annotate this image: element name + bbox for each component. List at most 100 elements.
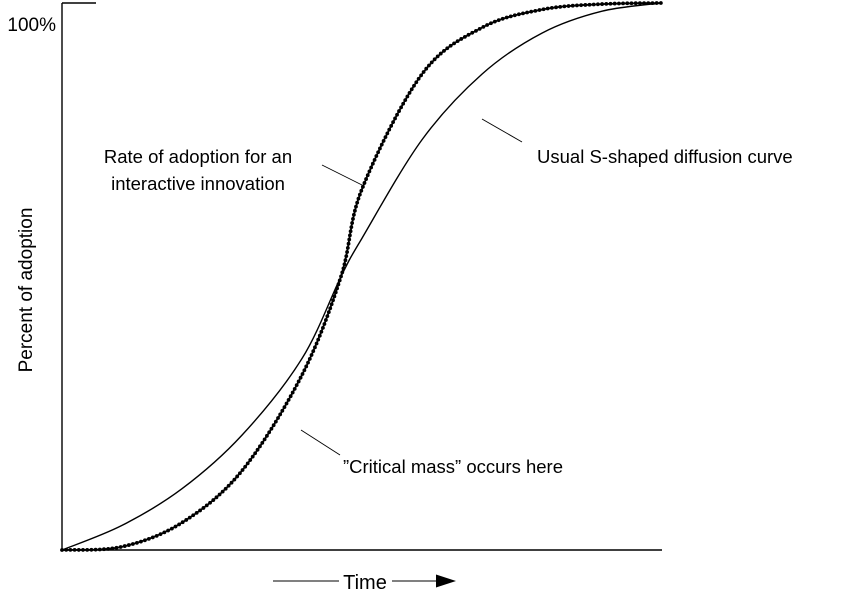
series-interactive-dot (629, 1, 634, 6)
series-interactive-dot (158, 532, 163, 537)
annotation-interactive-curve-leader (321, 164, 365, 187)
series-interactive-dot (374, 154, 379, 158)
series-interactive-dot (376, 150, 381, 155)
series-interactive-dot (389, 124, 394, 128)
series-interactive-dot (262, 437, 267, 442)
series-interactive-dot (616, 1, 621, 6)
series-interactive-dot (64, 547, 69, 552)
series-interactive-dot (512, 13, 517, 18)
series-interactive-dot (477, 26, 482, 31)
series-interactive-dot (154, 533, 159, 538)
series-interactive-dot (322, 322, 327, 326)
series-interactive-dot (587, 2, 592, 7)
series-interactive-dot (333, 290, 338, 295)
series-interactive-dot (329, 302, 334, 307)
series-interactive-dot (273, 419, 278, 424)
series-interactive-dot (260, 440, 265, 445)
annotation-usual-curve: Usual S-shaped diffusion curve (481, 118, 793, 167)
series-interactive-dot (269, 426, 274, 431)
series-interactive-dot (637, 1, 642, 6)
series-interactive-dot (191, 513, 196, 518)
series-interactive-dot (296, 379, 301, 384)
series-interactive-dot (470, 30, 475, 35)
series-interactive-dot (223, 486, 228, 491)
series-interactive-dot (126, 543, 131, 547)
series-interactive-dot (135, 540, 139, 545)
series-interactive-dot (345, 250, 349, 254)
series-interactive-dot (235, 474, 240, 479)
series-interactive-dot (306, 360, 310, 365)
series-interactive-dot (204, 503, 209, 508)
annotation-interactive-curve-text-line2: interactive innovation (111, 173, 285, 194)
series-interactive-dot (537, 8, 542, 12)
series-interactive-dot (650, 1, 655, 5)
series-interactive-dot (432, 57, 437, 62)
series-interactive-dot (474, 28, 478, 33)
series-interactive-dot (211, 498, 216, 502)
series-interactive-dot (452, 41, 456, 46)
series-interactive-dot (658, 1, 663, 5)
series-interactive-dot (139, 539, 143, 544)
series-interactive-dot (258, 444, 262, 449)
series-interactive-dot (625, 1, 630, 6)
series-interactive-dot (378, 146, 382, 151)
series-interactive-dot (365, 173, 370, 178)
series-interactive-dot (265, 433, 269, 438)
series-interactive-dot (284, 401, 289, 406)
series-interactive-dot (326, 310, 331, 315)
series-interactive-dot (337, 278, 342, 283)
series-interactive-dot (466, 32, 471, 37)
series-interactive-dot (545, 6, 550, 11)
series-interactive-dot (313, 345, 317, 350)
series-interactive-dot (412, 83, 416, 88)
series-interactive-dot (448, 43, 453, 48)
series-interactive-dot (292, 386, 297, 391)
series-usual-s-curve (61, 2, 663, 551)
series-interactive-dot (328, 306, 333, 311)
series-interactive-dot (298, 375, 303, 380)
series-interactive-dot (393, 116, 397, 121)
series-interactive-dot (198, 508, 202, 513)
series-interactive-dot (442, 48, 446, 53)
series-interactive-dot (387, 127, 392, 132)
series-interactive-dot (383, 135, 388, 140)
series-interactive-dot (427, 63, 431, 68)
series-interactive-dot (150, 535, 155, 540)
series-interactive-dot (529, 9, 534, 14)
series-interactive-dot (267, 430, 272, 435)
series-interactive-dot (68, 547, 73, 552)
series-interactive-dot (579, 3, 584, 8)
series-interactive-dot (304, 364, 309, 369)
series-interactive-dot (362, 181, 367, 185)
series-interactive-dot (319, 329, 324, 334)
series-usual-line (61, 2, 663, 551)
series-interactive-dot (596, 2, 600, 7)
annotation-usual-curve-leader (481, 118, 523, 143)
series-interactive-dot (344, 254, 349, 258)
series-interactive-dot (240, 468, 245, 472)
series-interactive-dot (397, 109, 401, 113)
series-interactive-dot (359, 188, 364, 193)
series-interactive-dot (332, 294, 337, 299)
series-interactive-dot (500, 16, 505, 21)
series-interactive-dot (421, 70, 426, 74)
series-interactive-dot (309, 353, 314, 357)
series-interactive-dot (217, 492, 222, 497)
series-interactive-dot (102, 547, 106, 552)
series-interactive-dot (496, 18, 501, 23)
series-interactive-dot (201, 506, 206, 510)
series-interactive-dot (351, 212, 356, 217)
series-interactive-dot (549, 5, 554, 10)
series-interactive-dot (459, 37, 464, 41)
series-interactive-dot (438, 51, 443, 56)
series-interactive-dot (290, 390, 295, 395)
series-interactive-dot (340, 270, 345, 275)
series-interactive-dot (462, 34, 467, 39)
series-interactive-dot (349, 225, 354, 230)
series-interactive-dot (370, 161, 375, 166)
series-interactive-dot (72, 548, 77, 552)
series-interactive-dot (180, 520, 185, 525)
series-interactive-dot (118, 545, 123, 549)
series-interactive-dot (278, 412, 283, 417)
series-interactive-dot (347, 237, 352, 242)
